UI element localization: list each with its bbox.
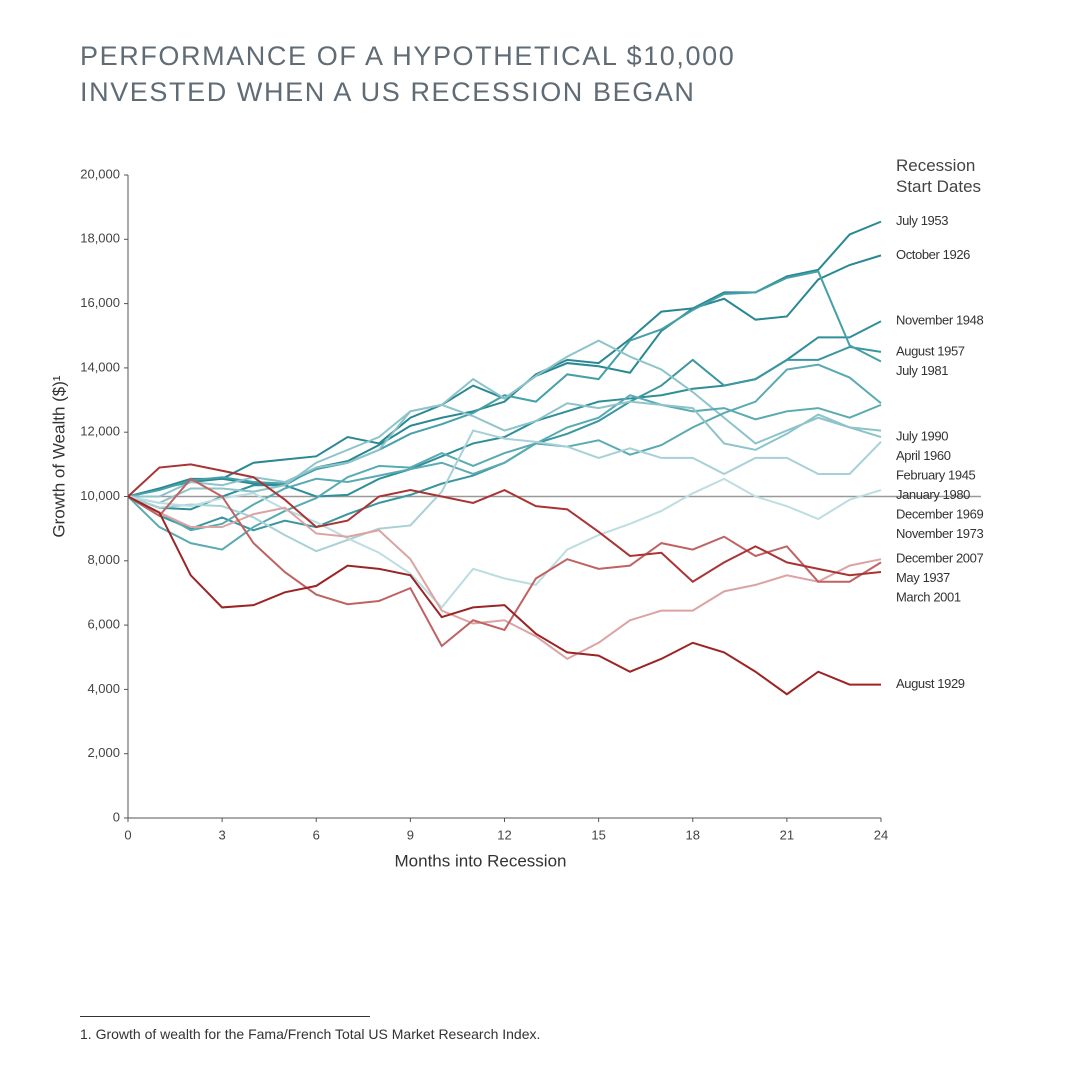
legend-title-line: Recession: [896, 156, 976, 175]
legend-label: July 1990: [896, 428, 948, 443]
x-tick-label: 3: [219, 827, 226, 842]
y-tick-label: 8,000: [87, 552, 120, 567]
legend-label: November 1948: [896, 313, 983, 328]
legend-label: July 1953: [896, 213, 948, 228]
y-tick-label: 4,000: [87, 681, 120, 696]
footnote-rule: [80, 1016, 370, 1017]
x-tick-label: 18: [686, 827, 700, 842]
series-line: [127, 220, 882, 498]
series-line: [127, 394, 882, 532]
x-tick-label: 12: [497, 827, 511, 842]
legend-label: January 1980: [896, 487, 970, 502]
series-line: [127, 477, 882, 648]
legend-label: April 1960: [896, 448, 951, 463]
series-line: [127, 339, 882, 504]
x-axis-label: Months into Recession: [395, 851, 567, 870]
title-line: INVESTED WHEN A US RECESSION BEGAN: [80, 77, 696, 107]
x-tick-label: 21: [780, 827, 794, 842]
x-tick-label: 6: [313, 827, 320, 842]
title: PERFORMANCE OF A HYPOTHETICAL $10,000 IN…: [80, 38, 735, 110]
x-tick-label: 15: [591, 827, 605, 842]
series-line: [127, 477, 882, 609]
legend-label: August 1929: [896, 676, 965, 691]
series-line: [127, 429, 882, 553]
y-tick-label: 18,000: [80, 231, 120, 246]
y-tick-label: 10,000: [80, 488, 120, 503]
x-tick-label: 24: [874, 827, 888, 842]
y-tick-label: 0: [113, 809, 120, 824]
legend-label: July 1981: [896, 363, 948, 378]
series-line: [127, 463, 882, 583]
series-line: [127, 363, 882, 551]
series-line: [127, 495, 882, 661]
legend-label: March 2001: [896, 590, 961, 605]
legend-label: February 1945: [896, 467, 976, 482]
legend-label: December 2007: [896, 551, 983, 566]
legend-label: December 1969: [896, 506, 983, 521]
legend-label: August 1957: [896, 343, 965, 358]
y-tick-label: 2,000: [87, 745, 120, 760]
y-axis-label: Growth of Wealth ($)¹: [49, 375, 68, 538]
title-line: PERFORMANCE OF A HYPOTHETICAL $10,000: [80, 41, 736, 71]
legend-label: November 1973: [896, 526, 983, 541]
series-line: [127, 495, 881, 696]
legend-label: October 1926: [896, 247, 970, 262]
y-tick-label: 6,000: [87, 617, 120, 632]
series-line: [127, 254, 882, 498]
x-tick-label: 0: [124, 827, 131, 842]
legend-title: Recession Start Dates: [896, 155, 981, 197]
footnote: 1. Growth of wealth for the Fama/French …: [80, 1026, 541, 1042]
legend-title-line: Start Dates: [896, 177, 982, 196]
y-tick-label: 14,000: [80, 359, 120, 374]
legend-label: May 1937: [896, 570, 950, 585]
x-tick-label: 9: [407, 827, 414, 842]
series-line: [127, 270, 882, 498]
y-tick-label: 20,000: [80, 166, 120, 181]
y-tick-label: 16,000: [80, 295, 120, 310]
y-tick-label: 12,000: [80, 424, 120, 439]
